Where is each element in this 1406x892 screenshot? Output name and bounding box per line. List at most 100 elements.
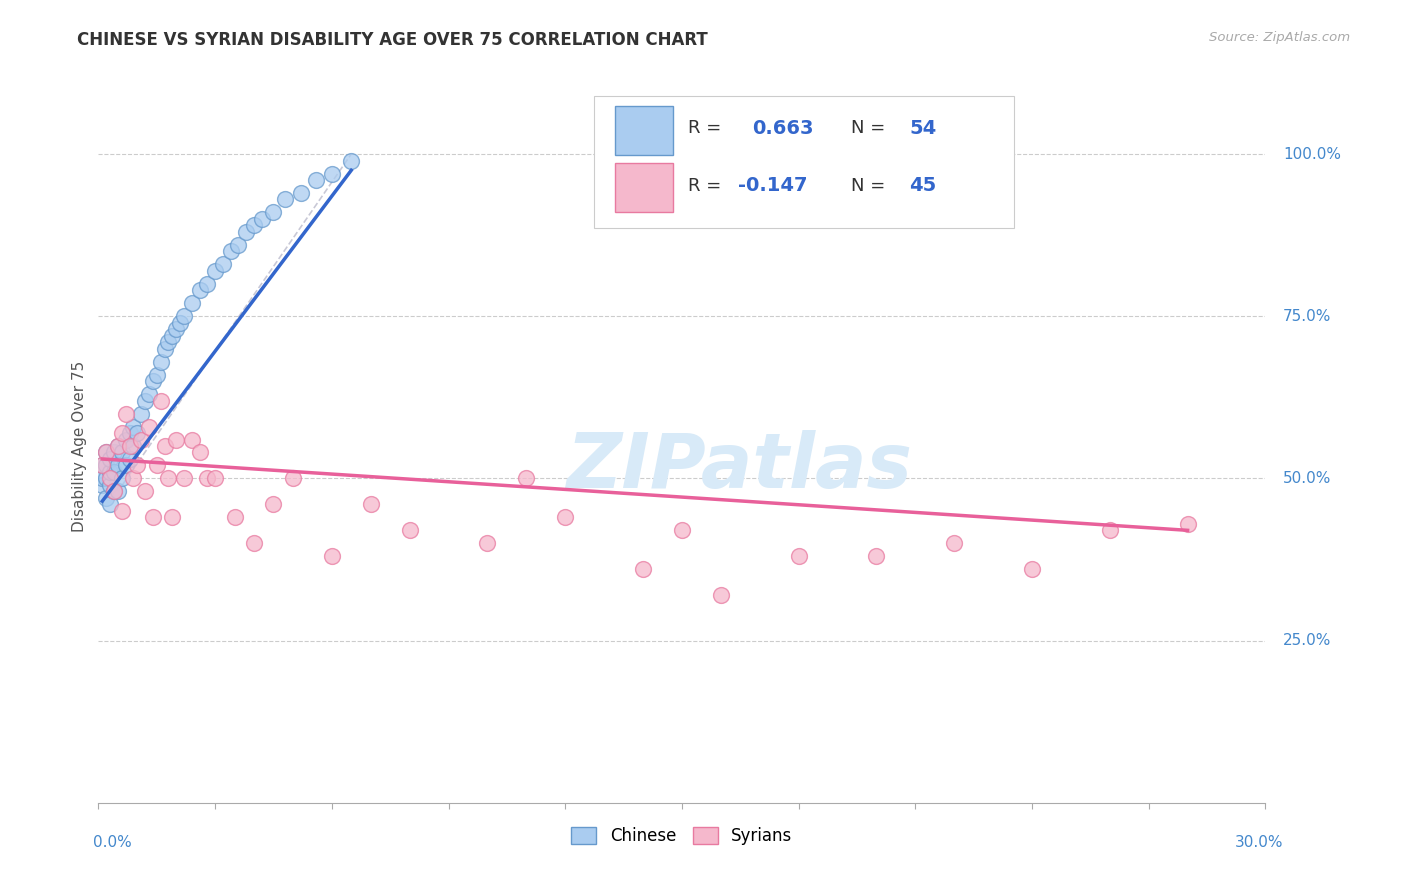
Point <box>96 458 118 473</box>
Point <box>107 484 129 499</box>
Point <box>134 393 156 408</box>
Point <box>98 478 121 492</box>
Text: N =: N = <box>851 120 886 137</box>
Point <box>165 322 187 336</box>
Point <box>204 471 226 485</box>
Point <box>157 335 180 350</box>
Point <box>477 536 499 550</box>
Point <box>274 193 297 207</box>
FancyBboxPatch shape <box>616 105 672 155</box>
Point <box>111 504 134 518</box>
Point <box>305 173 328 187</box>
Text: N =: N = <box>851 177 886 194</box>
Point <box>111 425 134 440</box>
Point <box>149 393 172 408</box>
Point <box>321 549 343 564</box>
Point <box>195 471 218 485</box>
Point <box>554 510 576 524</box>
Point <box>138 387 160 401</box>
Point <box>96 445 118 459</box>
Point <box>173 471 195 485</box>
Point <box>142 510 165 524</box>
Point <box>180 433 202 447</box>
Point <box>138 419 160 434</box>
Point <box>107 458 129 473</box>
FancyBboxPatch shape <box>616 162 672 212</box>
Point <box>103 465 125 479</box>
Point <box>228 238 250 252</box>
Point <box>195 277 218 291</box>
Point <box>671 524 693 538</box>
Point <box>162 510 184 524</box>
Point <box>103 445 125 459</box>
Point <box>96 471 118 485</box>
Point <box>180 296 202 310</box>
Point <box>1177 516 1199 531</box>
Text: R =: R = <box>688 177 721 194</box>
Point <box>1021 562 1043 576</box>
Text: 50.0%: 50.0% <box>1282 471 1331 486</box>
Point <box>96 491 118 505</box>
Point <box>107 439 129 453</box>
Point <box>153 342 176 356</box>
Text: 25.0%: 25.0% <box>1282 633 1331 648</box>
Point <box>515 471 537 485</box>
Point <box>98 497 121 511</box>
Point <box>1098 524 1121 538</box>
Text: ZIPatlas: ZIPatlas <box>567 431 914 504</box>
Point <box>103 484 125 499</box>
Point <box>111 471 134 485</box>
Text: R =: R = <box>688 120 721 137</box>
Point <box>173 310 195 324</box>
Point <box>162 328 184 343</box>
Point <box>129 433 152 447</box>
Point <box>188 283 211 297</box>
Point <box>165 433 187 447</box>
Point <box>250 211 273 226</box>
Point <box>122 471 145 485</box>
Point <box>157 471 180 485</box>
Point <box>865 549 887 564</box>
Text: 100.0%: 100.0% <box>1282 146 1341 161</box>
Point <box>243 536 266 550</box>
Text: 45: 45 <box>910 176 936 195</box>
Point <box>111 445 134 459</box>
Text: 0.0%: 0.0% <box>93 835 131 850</box>
Point <box>243 219 266 233</box>
Text: 0.663: 0.663 <box>752 119 814 138</box>
Point <box>235 225 257 239</box>
Point <box>262 497 284 511</box>
Text: CHINESE VS SYRIAN DISABILITY AGE OVER 75 CORRELATION CHART: CHINESE VS SYRIAN DISABILITY AGE OVER 75… <box>77 31 709 49</box>
Point <box>98 465 121 479</box>
Point <box>118 425 141 440</box>
Point <box>118 439 141 453</box>
Point <box>149 354 172 368</box>
Point <box>91 471 114 485</box>
Point <box>398 524 420 538</box>
Point <box>103 484 125 499</box>
Point <box>107 439 129 453</box>
Text: 75.0%: 75.0% <box>1282 309 1331 324</box>
Point <box>188 445 211 459</box>
Point <box>129 407 152 421</box>
Point <box>91 478 114 492</box>
Point <box>169 316 191 330</box>
Point <box>146 458 169 473</box>
Point <box>224 510 246 524</box>
Point <box>134 484 156 499</box>
Point <box>91 458 114 473</box>
Point <box>219 244 242 259</box>
Point <box>114 433 136 447</box>
Point <box>96 445 118 459</box>
Text: 30.0%: 30.0% <box>1234 835 1282 850</box>
Point <box>787 549 810 564</box>
Point <box>340 153 363 168</box>
Point <box>98 471 121 485</box>
Point <box>91 458 114 473</box>
Point <box>290 186 312 200</box>
Point <box>118 452 141 467</box>
Point <box>98 452 121 467</box>
Point <box>122 439 145 453</box>
Point <box>127 425 149 440</box>
Point <box>114 407 136 421</box>
